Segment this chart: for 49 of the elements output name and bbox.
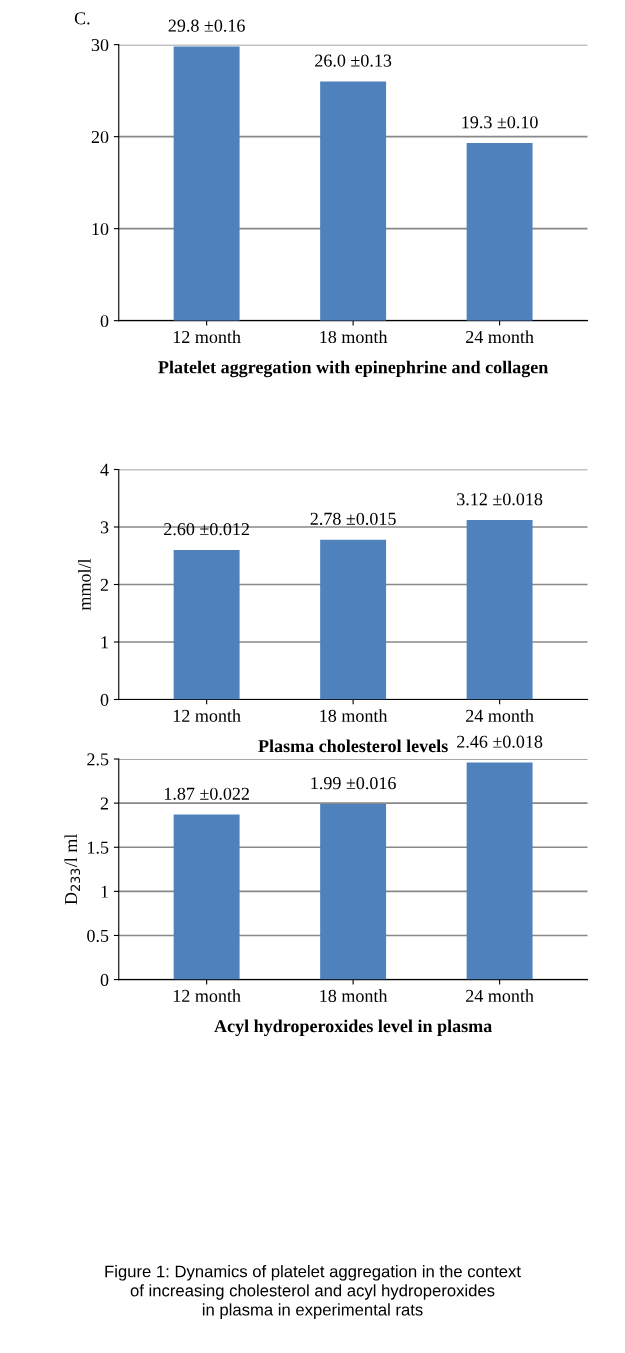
- bar: [173, 549, 240, 700]
- y-tick-label: 10: [92, 222, 109, 236]
- x-tick-label: 24 month: [466, 330, 534, 344]
- y-tick-label: 1.5: [88, 841, 109, 854]
- y-tick-label: 0: [100, 693, 109, 706]
- x-tick-label: 12 month: [173, 989, 241, 1002]
- y-tick-label: 2: [100, 578, 109, 591]
- bar: [320, 539, 387, 700]
- data-label: 2.46 ±0.018: [457, 735, 543, 748]
- y-tick-label: 3: [100, 521, 109, 534]
- y-axis-title: D$_{233}$/l ml: [64, 833, 81, 905]
- y-tick-label: 0.5: [87, 929, 109, 942]
- x-axis-title: Plasma cholesterol levels: [258, 739, 448, 753]
- bar: [320, 81, 387, 321]
- y-tick-label: 4: [100, 463, 109, 476]
- y-tick-label: 30: [91, 38, 109, 52]
- caption: Figure 1: Dynamics of platelet aggregation in the context of increasing cholesterol and acyl hydroperoxides in plasma in experimental rats: [105, 1265, 521, 1319]
- x-tick-label: 18 month: [320, 330, 388, 344]
- text: C.: [74, 12, 90, 25]
- bar: [466, 143, 533, 321]
- data-label: 1.87 ±0.022: [164, 787, 249, 800]
- x-axis-title: Acyl hydroperoxides level in plasma: [214, 1019, 492, 1036]
- data-label: 1.99 ±0.016: [311, 777, 396, 790]
- data-label: 2.78 ±0.015: [310, 512, 396, 525]
- x-tick-label: 24 month: [466, 989, 534, 1002]
- bar: [173, 814, 240, 980]
- bar: [173, 46, 240, 321]
- x-tick-label: 18 month: [320, 709, 388, 722]
- x-tick-label: 24 month: [466, 709, 534, 722]
- y-tick-label: 20: [91, 130, 109, 144]
- x-tick-label: 12 month: [173, 709, 241, 722]
- y-tick-label: 1: [101, 885, 108, 898]
- x-tick-label: 12 month: [173, 330, 241, 344]
- y-tick-label: 2.5: [87, 753, 109, 766]
- y-tick-label: 2: [100, 797, 109, 810]
- bar: [320, 804, 387, 980]
- x-tick-label: 18 month: [320, 989, 388, 1002]
- y-axis-title: mmol/l: [78, 558, 91, 611]
- y-tick-label: 0: [100, 973, 109, 987]
- y-tick-label: 1: [101, 636, 108, 649]
- data-label: 26.0 ±0.13: [315, 54, 392, 67]
- y-tick-label: 0: [100, 314, 109, 328]
- bar: [466, 520, 533, 700]
- data-label: 3.12 ±0.018: [457, 493, 543, 506]
- x-axis-title: Platelet aggregation with epinephrine and collagen: [158, 360, 549, 378]
- data-label: 19.3 ±0.10: [462, 116, 538, 129]
- bar: [466, 762, 533, 980]
- data-label: 2.60 ±0.012: [164, 523, 249, 536]
- data-label: 29.8 ±0.16: [168, 19, 245, 32]
